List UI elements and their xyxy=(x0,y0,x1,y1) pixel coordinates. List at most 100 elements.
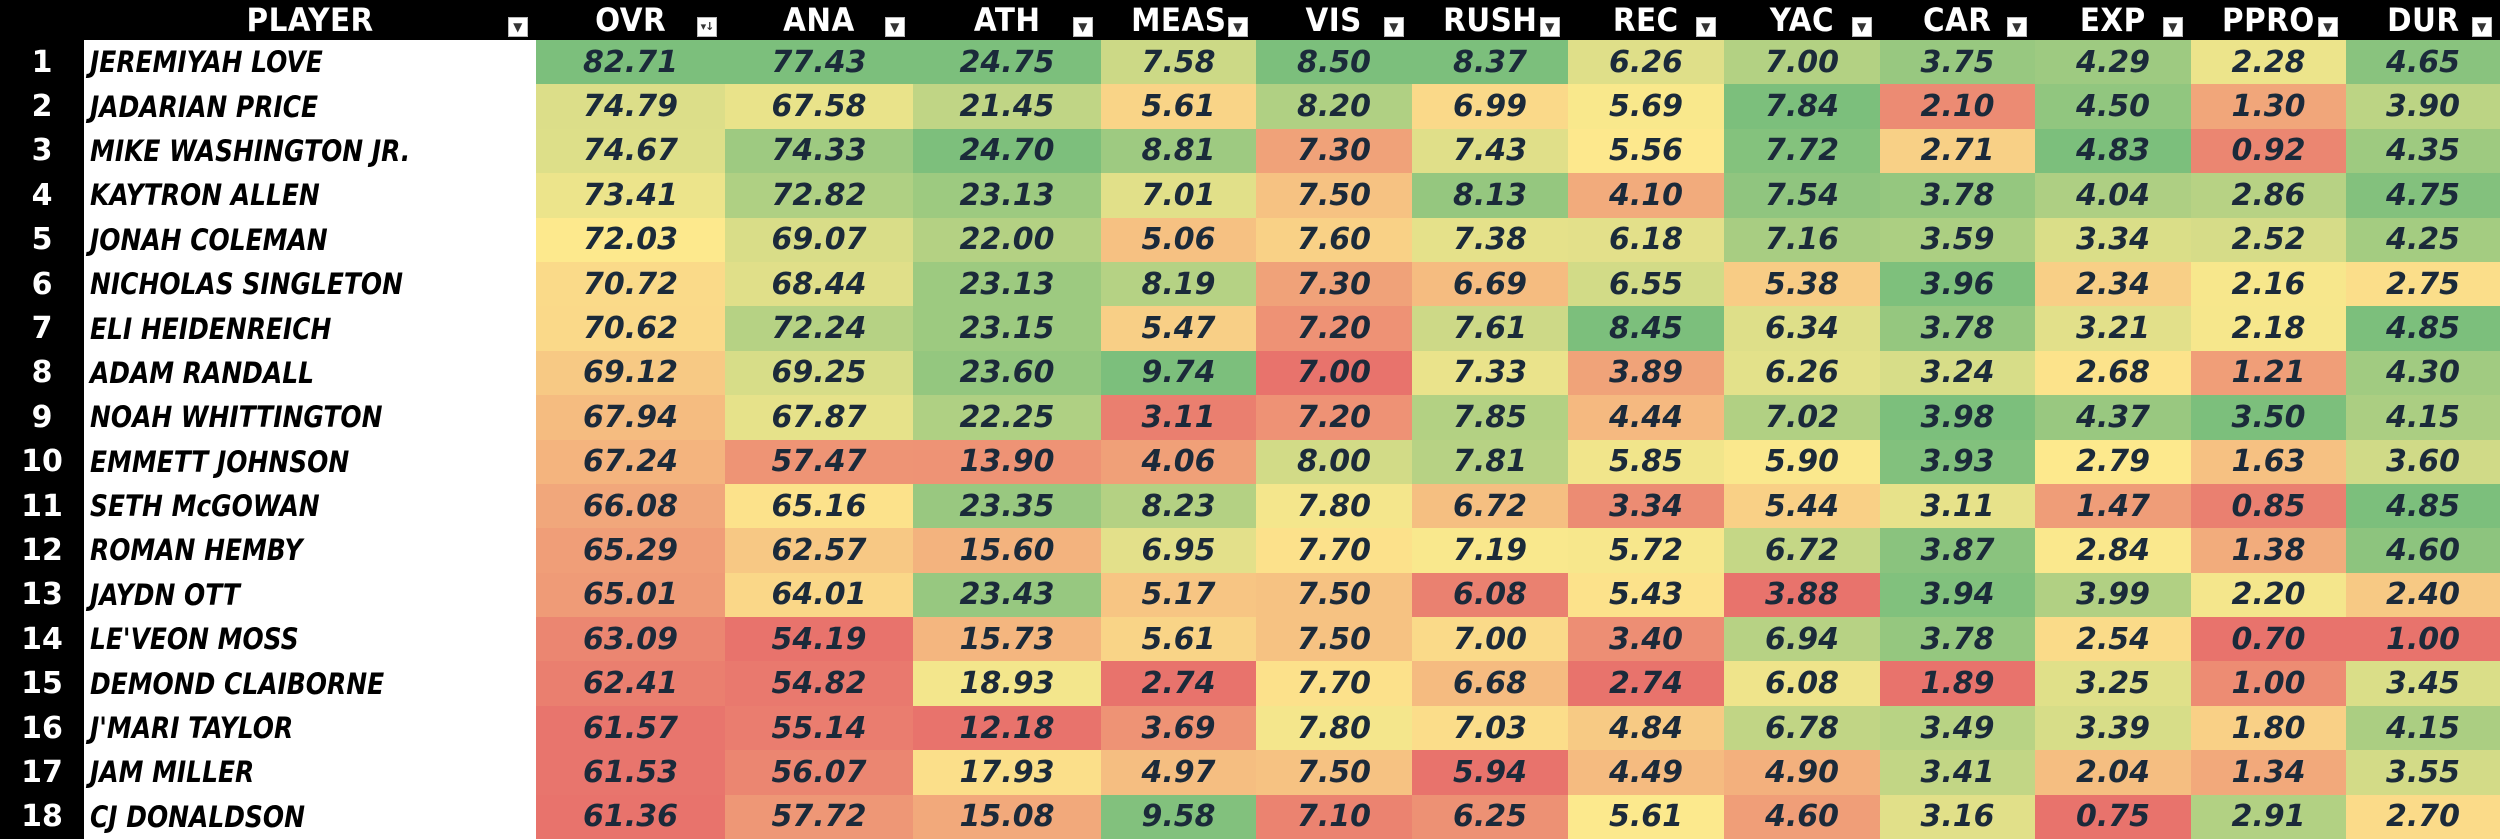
cell-vis[interactable]: 7.80 xyxy=(1256,483,1412,529)
cell-exp[interactable]: 2.84 xyxy=(2035,528,2191,573)
cell-dur[interactable]: 4.85 xyxy=(2346,483,2500,529)
cell-ath[interactable]: 23.13 xyxy=(913,173,1101,218)
cell-rush[interactable]: 6.68 xyxy=(1412,661,1568,706)
cell-ana[interactable]: 72.24 xyxy=(725,306,913,351)
cell-exp[interactable]: 4.04 xyxy=(2035,173,2191,218)
cell-car[interactable]: 3.78 xyxy=(1880,306,2035,351)
cell-ath[interactable]: 13.90 xyxy=(913,439,1101,484)
cell-dur[interactable]: 4.85 xyxy=(2346,306,2500,351)
cell-vis[interactable]: 7.60 xyxy=(1256,217,1412,262)
cell-vis[interactable]: 7.80 xyxy=(1256,705,1412,751)
cell-ppro[interactable]: 2.86 xyxy=(2191,173,2346,218)
cell-rush[interactable]: 6.72 xyxy=(1412,483,1568,529)
cell-vis[interactable]: 7.30 xyxy=(1256,261,1412,307)
header-meas[interactable]: MEAS ▼ xyxy=(1101,0,1256,40)
filter-dropdown-icon[interactable]: ▼ xyxy=(2472,17,2492,37)
cell-vis[interactable]: 7.50 xyxy=(1256,750,1412,795)
cell-car[interactable]: 3.24 xyxy=(1880,350,2035,396)
cell-ppro[interactable]: 2.91 xyxy=(2191,794,2346,839)
filter-dropdown-icon[interactable]: ▼ xyxy=(2163,17,2183,37)
cell-car[interactable]: 3.78 xyxy=(1880,617,2035,662)
cell-rush[interactable]: 8.37 xyxy=(1412,40,1568,85)
cell-ath[interactable]: 21.45 xyxy=(913,84,1101,129)
cell-ana[interactable]: 65.16 xyxy=(725,483,913,529)
cell-meas[interactable]: 4.97 xyxy=(1101,750,1256,795)
cell-dur[interactable]: 3.60 xyxy=(2346,439,2500,484)
cell-ana[interactable]: 67.58 xyxy=(725,84,913,129)
cell-yac[interactable]: 4.90 xyxy=(1724,750,1880,795)
cell-car[interactable]: 3.59 xyxy=(1880,217,2035,262)
cell-vis[interactable]: 7.70 xyxy=(1256,661,1412,706)
filter-dropdown-icon[interactable]: ▼ xyxy=(2318,17,2338,37)
cell-dur[interactable]: 2.70 xyxy=(2346,794,2500,839)
cell-car[interactable]: 3.78 xyxy=(1880,173,2035,218)
cell-car[interactable]: 3.16 xyxy=(1880,794,2035,839)
cell-meas[interactable]: 7.01 xyxy=(1101,173,1256,218)
cell-ath[interactable]: 23.15 xyxy=(913,306,1101,351)
cell-ana[interactable]: 77.43 xyxy=(725,40,913,85)
cell-yac[interactable]: 6.72 xyxy=(1724,528,1880,573)
filter-dropdown-icon[interactable]: ▼ xyxy=(1540,17,1560,37)
cell-rec[interactable]: 4.49 xyxy=(1568,750,1724,795)
cell-meas[interactable]: 8.19 xyxy=(1101,261,1256,307)
cell-ana[interactable]: 62.57 xyxy=(725,528,913,573)
cell-vis[interactable]: 8.20 xyxy=(1256,84,1412,129)
cell-exp[interactable]: 4.29 xyxy=(2035,40,2191,85)
cell-car[interactable]: 2.10 xyxy=(1880,84,2035,129)
header-ppro[interactable]: PPRO ▼ xyxy=(2191,0,2346,40)
header-ovr[interactable]: OVR ▾↓ xyxy=(536,0,725,40)
cell-car[interactable]: 3.49 xyxy=(1880,705,2035,751)
player-name-cell[interactable]: SETH McGOWAN xyxy=(84,483,536,529)
cell-exp[interactable]: 3.34 xyxy=(2035,217,2191,262)
cell-yac[interactable]: 6.94 xyxy=(1724,617,1880,662)
cell-ppro[interactable]: 2.28 xyxy=(2191,40,2346,85)
header-exp[interactable]: EXP ▼ xyxy=(2035,0,2191,40)
cell-rush[interactable]: 7.33 xyxy=(1412,350,1568,396)
player-name-cell[interactable]: ADAM RANDALL xyxy=(84,350,536,396)
cell-meas[interactable]: 5.17 xyxy=(1101,572,1256,618)
cell-ppro[interactable]: 1.38 xyxy=(2191,528,2346,573)
cell-ath[interactable]: 15.08 xyxy=(913,794,1101,839)
cell-ovr[interactable]: 65.29 xyxy=(536,528,725,573)
cell-rec[interactable]: 5.43 xyxy=(1568,572,1724,618)
cell-ppro[interactable]: 0.70 xyxy=(2191,617,2346,662)
cell-ana[interactable]: 72.82 xyxy=(725,173,913,218)
cell-vis[interactable]: 7.50 xyxy=(1256,617,1412,662)
cell-ovr[interactable]: 70.62 xyxy=(536,306,725,351)
cell-exp[interactable]: 2.54 xyxy=(2035,617,2191,662)
cell-ath[interactable]: 23.60 xyxy=(913,350,1101,396)
cell-exp[interactable]: 0.75 xyxy=(2035,794,2191,839)
cell-ovr[interactable]: 69.12 xyxy=(536,350,725,396)
cell-meas[interactable]: 9.74 xyxy=(1101,350,1256,396)
cell-dur[interactable]: 4.15 xyxy=(2346,705,2500,751)
cell-meas[interactable]: 2.74 xyxy=(1101,661,1256,706)
cell-exp[interactable]: 2.68 xyxy=(2035,350,2191,396)
cell-yac[interactable]: 6.08 xyxy=(1724,661,1880,706)
cell-ath[interactable]: 23.43 xyxy=(913,572,1101,618)
cell-ana[interactable]: 74.33 xyxy=(725,128,913,174)
cell-ana[interactable]: 68.44 xyxy=(725,261,913,307)
cell-dur[interactable]: 4.75 xyxy=(2346,173,2500,218)
cell-ppro[interactable]: 2.18 xyxy=(2191,306,2346,351)
cell-ovr[interactable]: 61.57 xyxy=(536,705,725,751)
cell-ppro[interactable]: 1.21 xyxy=(2191,350,2346,396)
cell-ana[interactable]: 69.07 xyxy=(725,217,913,262)
cell-vis[interactable]: 7.10 xyxy=(1256,794,1412,839)
cell-ath[interactable]: 15.73 xyxy=(913,617,1101,662)
cell-rush[interactable]: 7.43 xyxy=(1412,128,1568,174)
cell-car[interactable]: 1.89 xyxy=(1880,661,2035,706)
cell-rec[interactable]: 5.72 xyxy=(1568,528,1724,573)
cell-yac[interactable]: 7.84 xyxy=(1724,84,1880,129)
cell-dur[interactable]: 3.55 xyxy=(2346,750,2500,795)
cell-ana[interactable]: 56.07 xyxy=(725,750,913,795)
cell-ovr[interactable]: 61.53 xyxy=(536,750,725,795)
cell-dur[interactable]: 4.65 xyxy=(2346,40,2500,85)
cell-meas[interactable]: 6.95 xyxy=(1101,528,1256,573)
cell-ovr[interactable]: 66.08 xyxy=(536,483,725,529)
cell-ana[interactable]: 69.25 xyxy=(725,350,913,396)
cell-rush[interactable]: 6.08 xyxy=(1412,572,1568,618)
cell-exp[interactable]: 4.50 xyxy=(2035,84,2191,129)
cell-ovr[interactable]: 67.94 xyxy=(536,395,725,440)
filter-dropdown-icon[interactable]: ▼ xyxy=(508,17,528,37)
cell-rec[interactable]: 5.69 xyxy=(1568,84,1724,129)
